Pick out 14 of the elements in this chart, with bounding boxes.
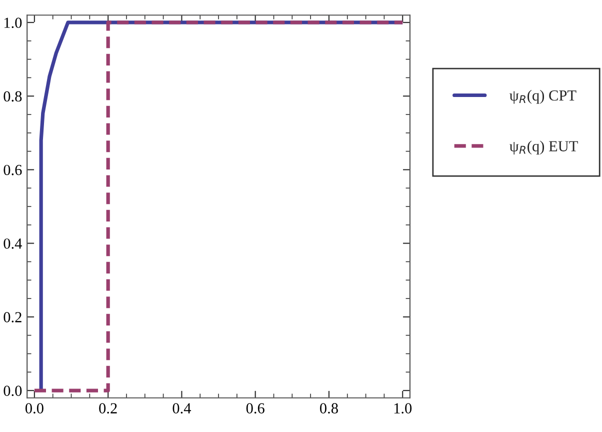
- y-tick-label: 0.0: [4, 386, 22, 396]
- x-tick-label: 0.2: [99, 403, 117, 414]
- legend-label: ψ$_{R}$(q) EUT: [510, 140, 578, 154]
- legend-label: ψ$_{R}$(q) CPT: [510, 90, 576, 104]
- x-tick-label: 1.0: [394, 403, 412, 414]
- x-tick-label: 0.0: [25, 403, 44, 414]
- x-tick-label: 0.4: [172, 403, 192, 414]
- y-tick-label: 0.6: [4, 164, 22, 176]
- y-tick-label: 0.8: [4, 91, 22, 102]
- x-tick-label: 0.8: [320, 403, 338, 414]
- x-tick-label: 0.6: [246, 403, 264, 414]
- y-tick-label: 1.0: [4, 18, 22, 28]
- y-tick-label: 0.2: [4, 312, 22, 322]
- y-tick-label: 0.4: [4, 238, 22, 249]
